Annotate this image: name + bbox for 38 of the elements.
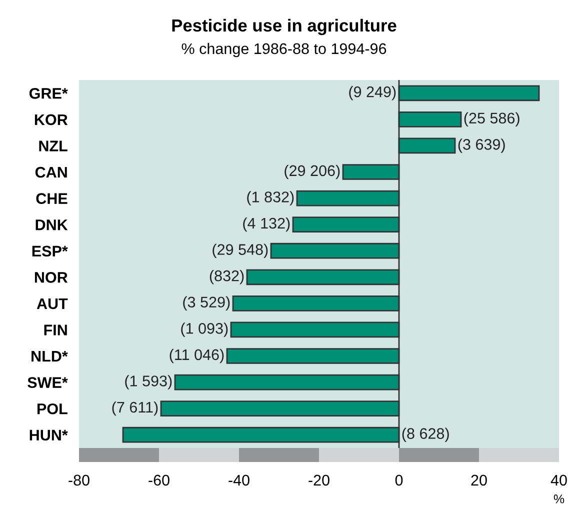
y-tick-label: NLD* [32, 351, 68, 362]
y-tick-label: CAN [35, 166, 67, 178]
x-axis-title: % [554, 494, 564, 504]
x-tick-label: -60 [148, 474, 170, 486]
annotation: (9 249) [349, 86, 396, 100]
y-tick-label: AUT [36, 298, 68, 310]
y-tick-label: SWE* [28, 377, 68, 388]
annotation: (29 206) [284, 164, 340, 180]
y-tick-label: CHE [36, 193, 68, 204]
x-tick-label: 40 [550, 474, 567, 486]
annotation: (8 628) [402, 428, 449, 442]
annotation: (29 548) [212, 244, 268, 258]
y-tick-label: ESP* [32, 246, 68, 257]
y-tick-label: KOR [34, 114, 68, 126]
annotation: (1 093) [181, 322, 228, 337]
annotation: (11 046) [170, 348, 224, 364]
chart-title: Pesticide use in agriculture [172, 18, 396, 36]
x-tick-label: 0 [395, 474, 403, 486]
annotation: (4 132) [243, 217, 290, 232]
annotation: (7 611) [112, 401, 158, 416]
annotation: (3 529) [183, 296, 230, 311]
x-tick-label: -80 [68, 474, 90, 486]
y-tick-label: FIN [44, 324, 67, 336]
y-tick-label: HUN* [30, 430, 68, 441]
annotation: (25 586) [464, 112, 520, 127]
x-tick-label: -40 [228, 474, 250, 486]
y-tick-label: NOR [34, 272, 68, 283]
x-tick-label: 20 [471, 474, 487, 486]
annotation: (3 639) [458, 138, 505, 153]
y-tick-label: NZL [39, 140, 68, 152]
annotation: (1 593) [125, 375, 172, 390]
x-tick-label: -20 [308, 474, 330, 486]
annotation: (832) [210, 270, 244, 284]
chart-subtitle: % change 1986-88 to 1994-96 [182, 42, 386, 58]
y-tick-label: POL [38, 403, 68, 414]
y-tick-label: GRE* [29, 88, 68, 99]
annotation: (1 832) [247, 191, 294, 206]
y-tick-label: DNK [36, 220, 68, 230]
